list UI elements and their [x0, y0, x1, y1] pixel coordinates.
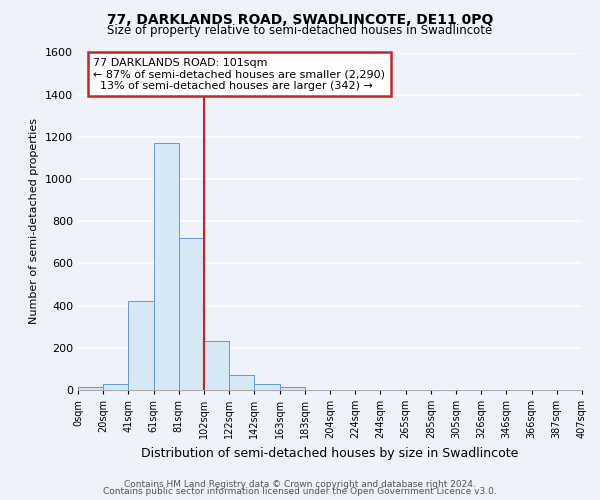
Text: 77, DARKLANDS ROAD, SWADLINCOTE, DE11 0PQ: 77, DARKLANDS ROAD, SWADLINCOTE, DE11 0P…: [107, 12, 493, 26]
Bar: [103, 384, 128, 390]
Text: Contains HM Land Registry data © Crown copyright and database right 2024.: Contains HM Land Registry data © Crown c…: [124, 480, 476, 489]
Text: Contains public sector information licensed under the Open Government Licence v3: Contains public sector information licen…: [103, 488, 497, 496]
Bar: [204, 342, 229, 390]
Text: 77 DARKLANDS ROAD: 101sqm
← 87% of semi-detached houses are smaller (2,290)
  13: 77 DARKLANDS ROAD: 101sqm ← 87% of semi-…: [93, 58, 385, 91]
Bar: [229, 375, 254, 390]
Bar: [128, 302, 154, 390]
Bar: [78, 387, 103, 390]
Text: Size of property relative to semi-detached houses in Swadlincote: Size of property relative to semi-detach…: [107, 24, 493, 37]
Bar: [179, 238, 204, 390]
X-axis label: Distribution of semi-detached houses by size in Swadlincote: Distribution of semi-detached houses by …: [142, 446, 518, 460]
Bar: [254, 384, 280, 390]
Y-axis label: Number of semi-detached properties: Number of semi-detached properties: [29, 118, 40, 324]
Bar: [280, 387, 305, 390]
Bar: [154, 143, 179, 390]
